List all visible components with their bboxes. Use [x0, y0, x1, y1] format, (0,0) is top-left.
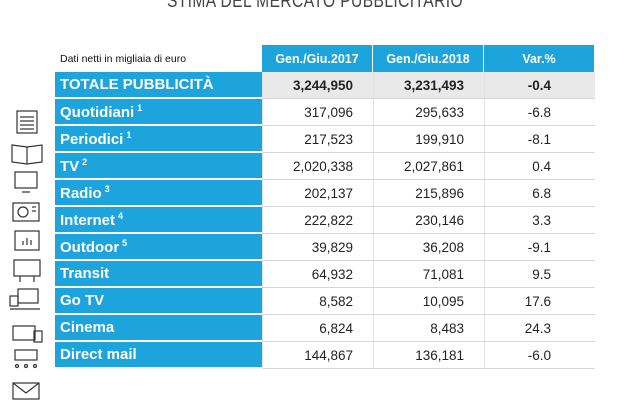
row-label-cell: Quotidiani 1: [55, 99, 262, 126]
table-row: Transit 64,932 71,081 9.5: [55, 261, 595, 288]
table-cell: -9.1: [484, 234, 595, 261]
page-title: STIMA DEL MERCATO PUBBLICITARIO: [166, 0, 464, 12]
table-cell: 39,829: [262, 234, 373, 261]
table-cell: 0.4: [484, 153, 595, 180]
icon-cinema: [14, 349, 38, 369]
table-cell: 71,081: [373, 261, 484, 288]
table-cell: 3,244,950: [262, 72, 373, 99]
table-cell: 217,523: [262, 126, 373, 153]
footnote-marker: 2: [82, 156, 88, 167]
table-cell: 6,824: [262, 315, 373, 342]
table-cell: 202,137: [262, 180, 373, 207]
table-cell: 144,867: [262, 342, 373, 369]
table-row: Go TV 8,582 10,095 17.6: [55, 288, 595, 315]
header-row: Dati netti in migliaia di euro Gen./Giu.2…: [55, 45, 595, 72]
table-row: Periodici 1 217,523 199,910 -8.1: [55, 126, 595, 153]
table-cell: 199,910: [373, 126, 484, 153]
table-cell: 3,231,493: [373, 72, 484, 99]
table-cell: 9.5: [484, 261, 595, 288]
table-cell: 2,020,338: [262, 153, 373, 180]
table-cell: -6.0: [484, 342, 595, 369]
table-cell: -6.8: [484, 99, 595, 126]
table-row: Quotidiani 1 317,096 295,633 -6.8: [55, 99, 595, 126]
table-cell: 222,822: [262, 207, 373, 234]
icon-internet: [14, 230, 40, 251]
icon-mail: [12, 382, 40, 400]
row-label-cell: Cinema: [55, 315, 262, 342]
table-cell: 17.6: [484, 288, 595, 315]
row-label: Transit: [60, 265, 110, 282]
table-cell: 3.3: [484, 207, 595, 234]
row-label-cell: TOTALE PUBBLICITÀ: [55, 72, 262, 99]
row-label: Periodici: [60, 130, 124, 148]
row-label-cell: Transit: [55, 261, 262, 288]
row-label-cell: Periodici 1: [55, 126, 262, 153]
table-cell: 64,932: [262, 261, 373, 288]
table-cell: 8,582: [262, 288, 373, 315]
row-label: Quotidiani: [60, 103, 135, 121]
table-row: Direct mail 144,867 136,181 -6.0: [55, 342, 595, 369]
icon-radio: [12, 202, 40, 222]
column-header: Var.%: [484, 45, 595, 72]
footnote-marker: 1: [137, 102, 143, 113]
icon-transit: [9, 288, 40, 310]
table-cell: 10,095: [373, 288, 484, 315]
row-label-cell: Radio 3: [55, 180, 262, 207]
table-cell: 215,896: [373, 180, 484, 207]
row-icons: [9, 110, 43, 400]
table-row: Internet 4 222,822 230,146 3.3: [55, 207, 595, 234]
footnote-marker: 5: [122, 237, 128, 248]
table-cell: -0.4: [484, 72, 595, 99]
row-label-cell: Go TV: [55, 288, 262, 315]
row-label: Direct mail: [60, 346, 137, 363]
table-cell: 6.8: [484, 180, 595, 207]
row-label: Cinema: [60, 319, 115, 336]
footnote-marker: 3: [104, 183, 110, 194]
table-row: Outdoor 5 39,829 36,208 -9.1: [55, 234, 595, 261]
table-cell: -8.1: [484, 126, 595, 153]
row-label-cell: Internet 4: [55, 207, 262, 234]
row-label: TOTALE PUBBLICITÀ: [60, 76, 214, 93]
table-cell: 136,181: [373, 342, 484, 369]
table-row: TV 2 2,020,338 2,027,861 0.4: [55, 153, 595, 180]
row-label-cell: Outdoor 5: [55, 234, 262, 261]
row-label-cell: TV 2: [55, 153, 262, 180]
icon-tv: [14, 171, 38, 193]
column-header: Dati netti in migliaia di euro: [55, 45, 262, 72]
icon-gotv: [12, 325, 43, 343]
icon-magazine: [11, 144, 43, 165]
table-body: Dati netti in migliaia di euro Gen./Giu.2…: [55, 45, 595, 369]
row-label-cell: Direct mail: [55, 342, 262, 369]
footnote-marker: 4: [118, 210, 124, 221]
table-cell: 36,208: [373, 234, 484, 261]
icon-newspaper: [16, 110, 38, 134]
table-row: Cinema 6,824 8,483 24.3: [55, 315, 595, 342]
footnote-marker: 1: [126, 129, 132, 140]
column-header: Gen./Giu.2018: [373, 45, 484, 72]
column-header: Gen./Giu.2017: [262, 45, 373, 72]
row-label: Go TV: [60, 292, 105, 309]
table-row: Radio 3 202,137 215,896 6.8: [55, 180, 595, 207]
row-label: Internet: [60, 211, 116, 229]
row-label: Radio: [60, 184, 102, 202]
table-row: TOTALE PUBBLICITÀ 3,244,950 3,231,493 -0.4: [55, 72, 595, 99]
table-cell: 24.3: [484, 315, 595, 342]
row-label: Outdoor: [60, 238, 120, 256]
data-table: Dati netti in migliaia di euro Gen./Giu.2…: [55, 45, 595, 369]
table-cell: 295,633: [373, 99, 484, 126]
table-cell: 317,096: [262, 99, 373, 126]
table-cell: 8,483: [373, 315, 484, 342]
table-cell: 2,027,861: [373, 153, 484, 180]
row-label: TV: [60, 157, 80, 175]
icon-outdoor: [13, 259, 41, 282]
table-cell: 230,146: [373, 207, 484, 234]
